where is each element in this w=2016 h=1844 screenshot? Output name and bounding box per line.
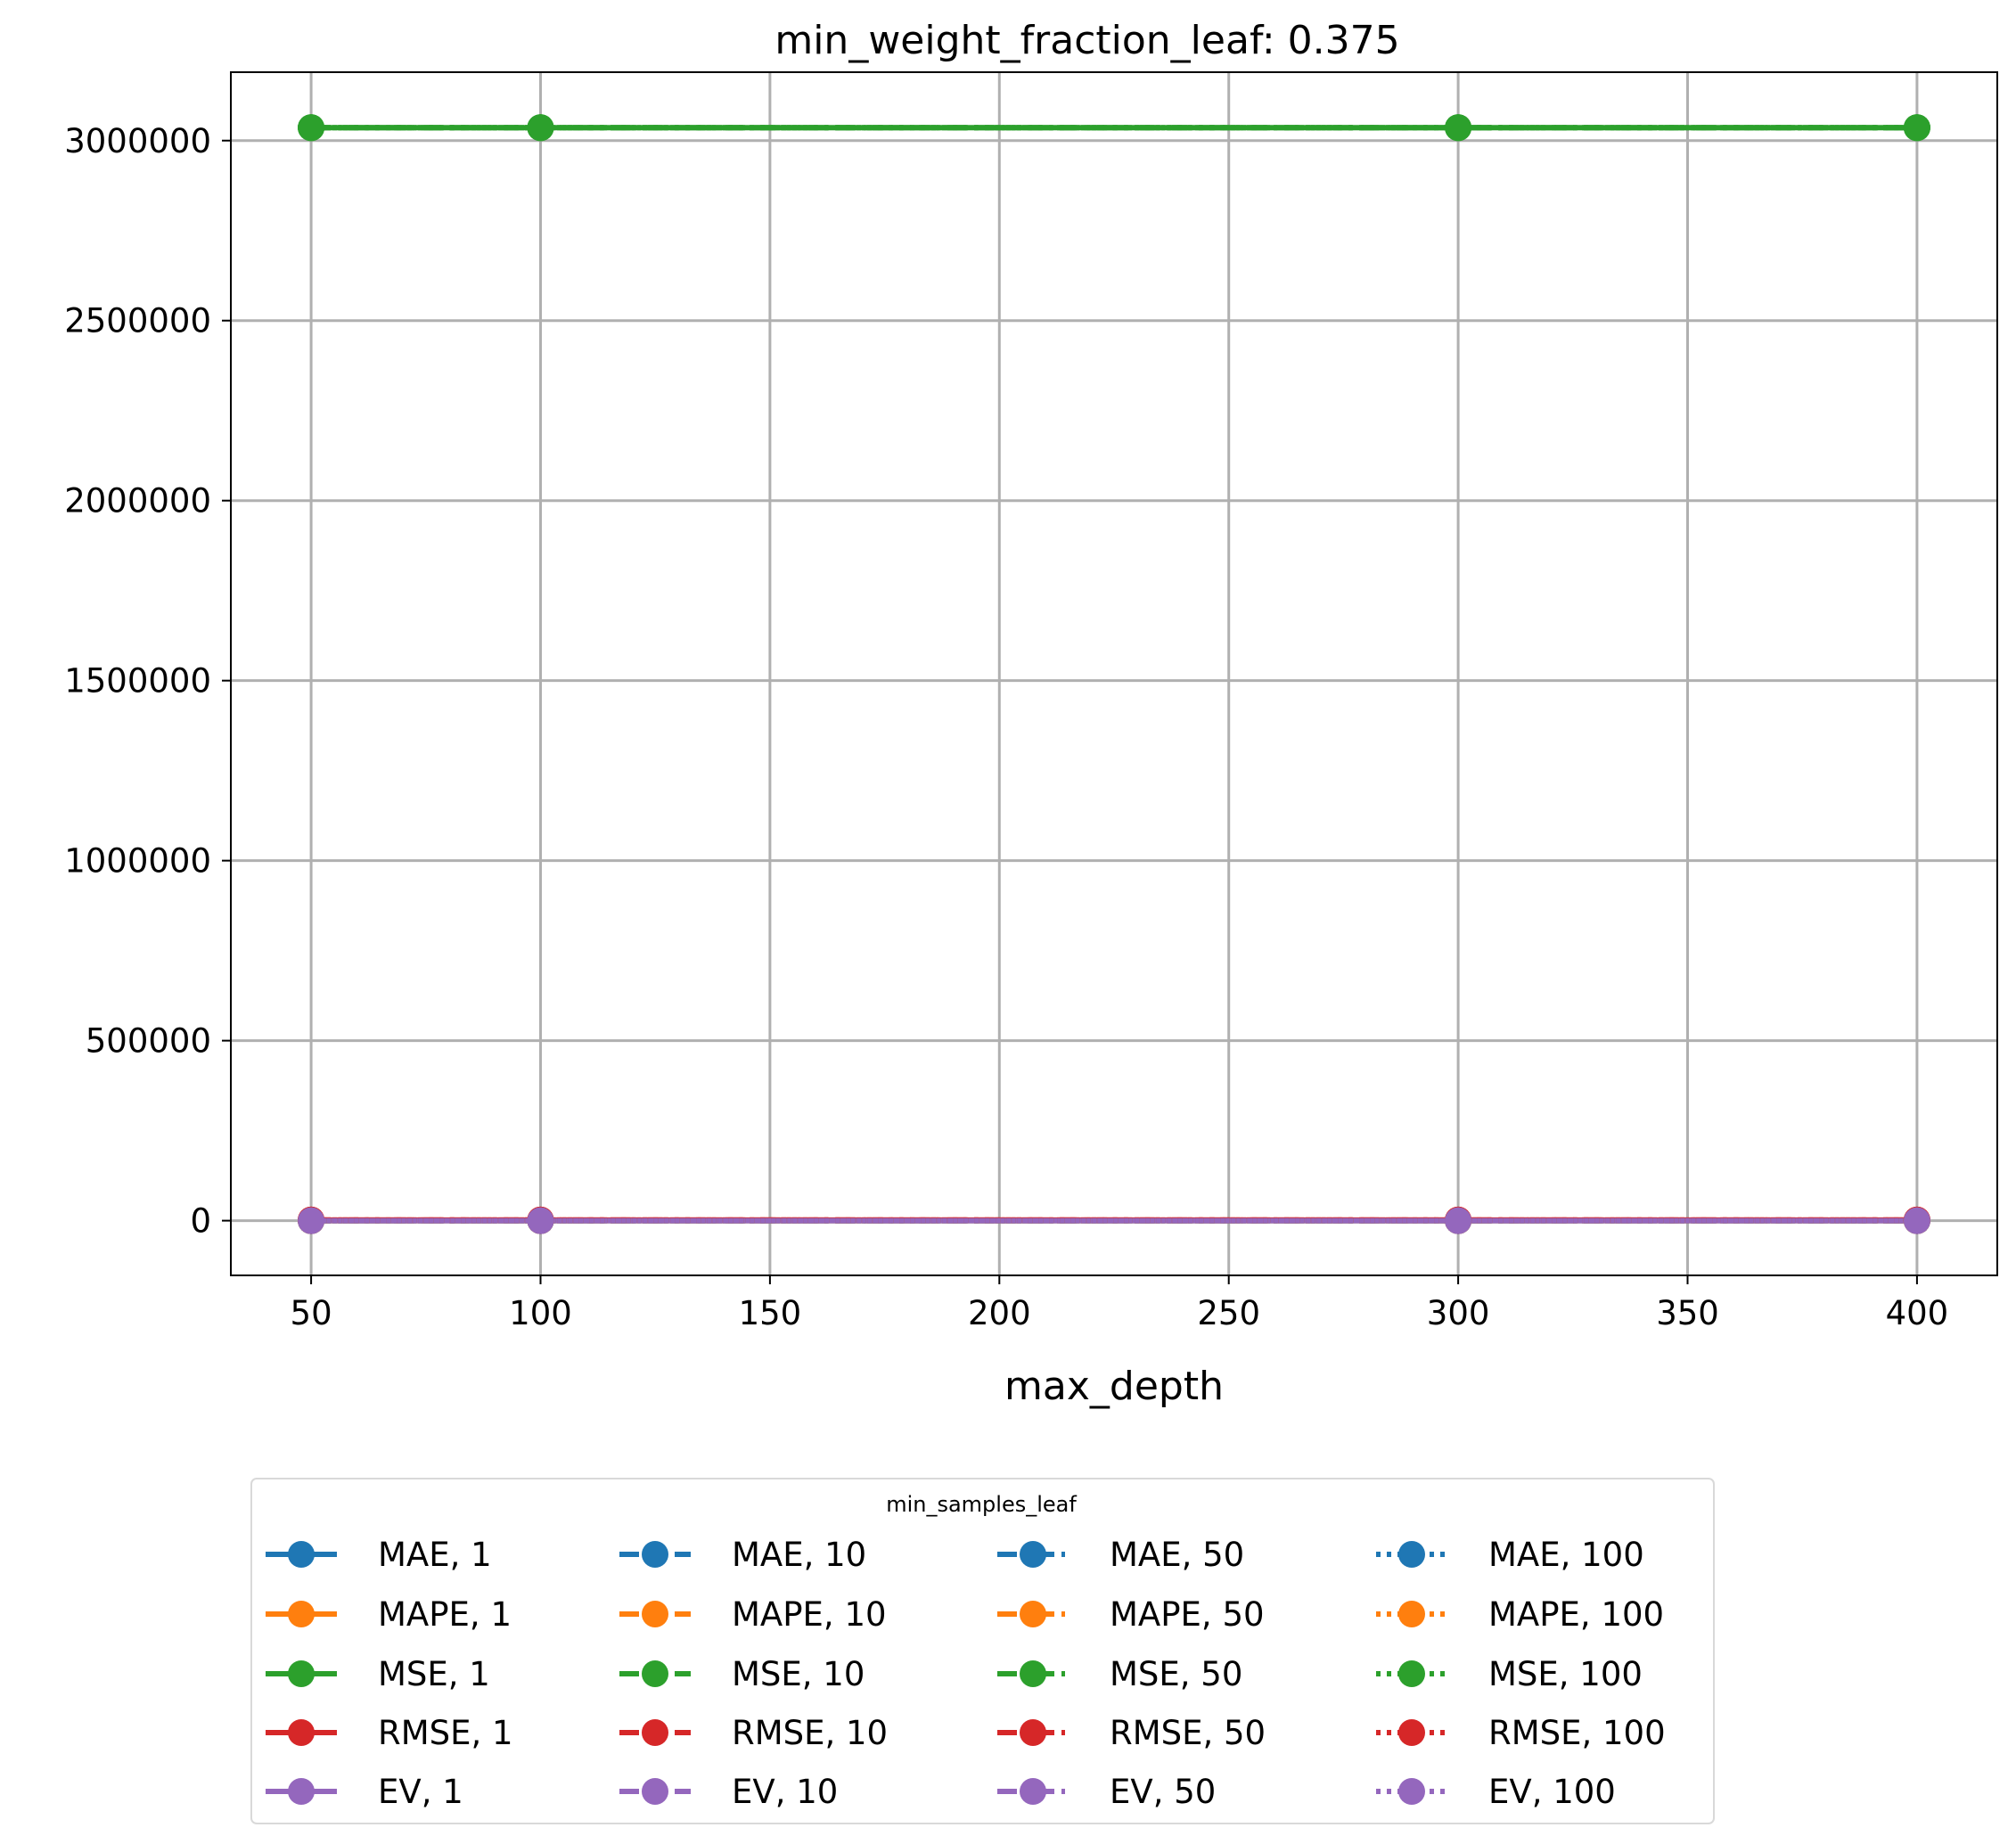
legend-label: MSE, 1 <box>378 1655 490 1693</box>
legend-label: MAPE, 100 <box>1488 1595 1664 1634</box>
legend-entry: RMSE, 100 <box>1376 1714 1666 1752</box>
legend-marker <box>1020 1541 1046 1568</box>
series-lines <box>298 114 1930 1234</box>
legend-entry: EV, 10 <box>619 1773 838 1811</box>
legend-entry: RMSE, 10 <box>619 1714 888 1752</box>
legend-marker <box>1020 1778 1046 1805</box>
x-tick-label: 350 <box>1656 1294 1719 1332</box>
legend-marker <box>1020 1660 1046 1687</box>
legend-entry: MAE, 10 <box>619 1536 866 1574</box>
data-point <box>298 114 325 142</box>
legend-marker <box>1020 1719 1046 1746</box>
data-point <box>1445 1207 1472 1234</box>
legend-entry: MSE, 1 <box>266 1655 490 1693</box>
legend-marker <box>288 1601 315 1627</box>
legend-label: EV, 50 <box>1110 1773 1216 1811</box>
legend-entries: MAE, 1 MAPE, 1 MSE, 1 RMSE, 1 EV, 1 MAE, 10 MA… <box>266 1536 1666 1811</box>
legend-entry: MAE, 100 <box>1376 1536 1644 1574</box>
legend-entry: MAE, 1 <box>266 1536 492 1574</box>
legend-label: RMSE, 50 <box>1110 1714 1266 1752</box>
x-tick-label: 50 <box>291 1294 332 1332</box>
legend-label: RMSE, 10 <box>732 1714 888 1752</box>
chart-title: min_weight_fraction_leaf: 0.375 <box>774 18 1399 63</box>
y-tick-label: 2000000 <box>64 482 211 520</box>
legend-label: MAPE, 10 <box>732 1595 887 1634</box>
legend-entry: MAE, 50 <box>997 1536 1244 1574</box>
plot-frame <box>230 71 1998 1276</box>
legend-label: MAE, 100 <box>1488 1536 1644 1574</box>
legend-marker <box>1398 1719 1425 1746</box>
legend-marker <box>288 1541 315 1568</box>
legend-label: RMSE, 100 <box>1488 1714 1666 1752</box>
legend-entry: MAPE, 1 <box>266 1595 512 1634</box>
series-mse-100 <box>298 114 1930 142</box>
y-axis-ticks: 0 500000 1000000 1500000 2000000 2500000 30000… <box>64 122 231 1241</box>
legend-title: min_samples_leaf <box>886 1492 1077 1517</box>
legend-marker <box>642 1541 668 1568</box>
legend-entry: RMSE, 1 <box>266 1714 513 1752</box>
legend-box <box>250 1478 1715 1824</box>
y-tick-label: 3000000 <box>64 122 211 160</box>
data-point <box>298 1207 325 1234</box>
x-tick-label: 250 <box>1197 1294 1260 1332</box>
x-axis-label: max_depth <box>1004 1364 1224 1409</box>
legend-marker <box>288 1660 315 1687</box>
legend-marker <box>1020 1601 1046 1627</box>
legend-label: EV, 100 <box>1488 1773 1616 1811</box>
legend-label: MAPE, 1 <box>378 1595 512 1634</box>
legend-marker <box>288 1778 315 1805</box>
legend-marker <box>1398 1601 1425 1627</box>
x-tick-label: 200 <box>968 1294 1031 1332</box>
data-point <box>1903 114 1930 142</box>
data-point <box>1445 114 1472 142</box>
legend-marker <box>642 1601 668 1627</box>
legend-entry: EV, 1 <box>266 1773 463 1811</box>
data-point <box>1903 1207 1930 1234</box>
legend-entry: EV, 100 <box>1376 1773 1616 1811</box>
x-tick-label: 100 <box>509 1294 572 1332</box>
grid <box>231 72 1997 1275</box>
legend-label: MSE, 50 <box>1110 1655 1242 1693</box>
legend-label: MAPE, 50 <box>1110 1595 1265 1634</box>
legend-marker <box>642 1778 668 1805</box>
data-point <box>527 1207 554 1234</box>
legend-label: MAE, 1 <box>378 1536 492 1574</box>
y-tick-label: 1500000 <box>64 662 211 701</box>
legend-label: MAE, 50 <box>1110 1536 1244 1574</box>
y-tick-label: 1000000 <box>64 842 211 881</box>
legend-entry: MAPE, 50 <box>997 1595 1265 1634</box>
legend-entry: MSE, 100 <box>1376 1655 1643 1693</box>
legend: min_samples_leaf MAE, 1 MAPE, 1 MSE, 1 RMSE… <box>250 1478 1715 1824</box>
data-point <box>527 114 554 142</box>
series-ev-100 <box>298 1207 1930 1234</box>
legend-entry: RMSE, 50 <box>997 1714 1266 1752</box>
legend-marker <box>1398 1778 1425 1805</box>
legend-label: MSE, 100 <box>1488 1655 1643 1693</box>
y-tick-label: 0 <box>190 1202 211 1241</box>
legend-marker <box>1398 1660 1425 1687</box>
legend-entry: MSE, 50 <box>997 1655 1242 1693</box>
legend-label: MAE, 10 <box>732 1536 866 1574</box>
legend-label: MSE, 10 <box>732 1655 865 1693</box>
legend-entry: MAPE, 100 <box>1376 1595 1664 1634</box>
legend-marker <box>642 1719 668 1746</box>
legend-entry: EV, 50 <box>997 1773 1216 1811</box>
x-axis-ticks: 50 100 150 200 250 300 350 400 <box>291 1275 1949 1332</box>
legend-label: EV, 10 <box>732 1773 838 1811</box>
x-tick-label: 400 <box>1886 1294 1949 1332</box>
legend-marker <box>288 1719 315 1746</box>
legend-label: EV, 1 <box>378 1773 463 1811</box>
legend-marker <box>642 1660 668 1687</box>
y-tick-label: 500000 <box>86 1022 211 1061</box>
legend-entry: MAPE, 10 <box>619 1595 887 1634</box>
legend-marker <box>1398 1541 1425 1568</box>
x-tick-label: 300 <box>1427 1294 1490 1332</box>
y-tick-label: 2500000 <box>64 302 211 340</box>
legend-entry: MSE, 10 <box>619 1655 865 1693</box>
x-tick-label: 150 <box>739 1294 802 1332</box>
legend-label: RMSE, 1 <box>378 1714 513 1752</box>
